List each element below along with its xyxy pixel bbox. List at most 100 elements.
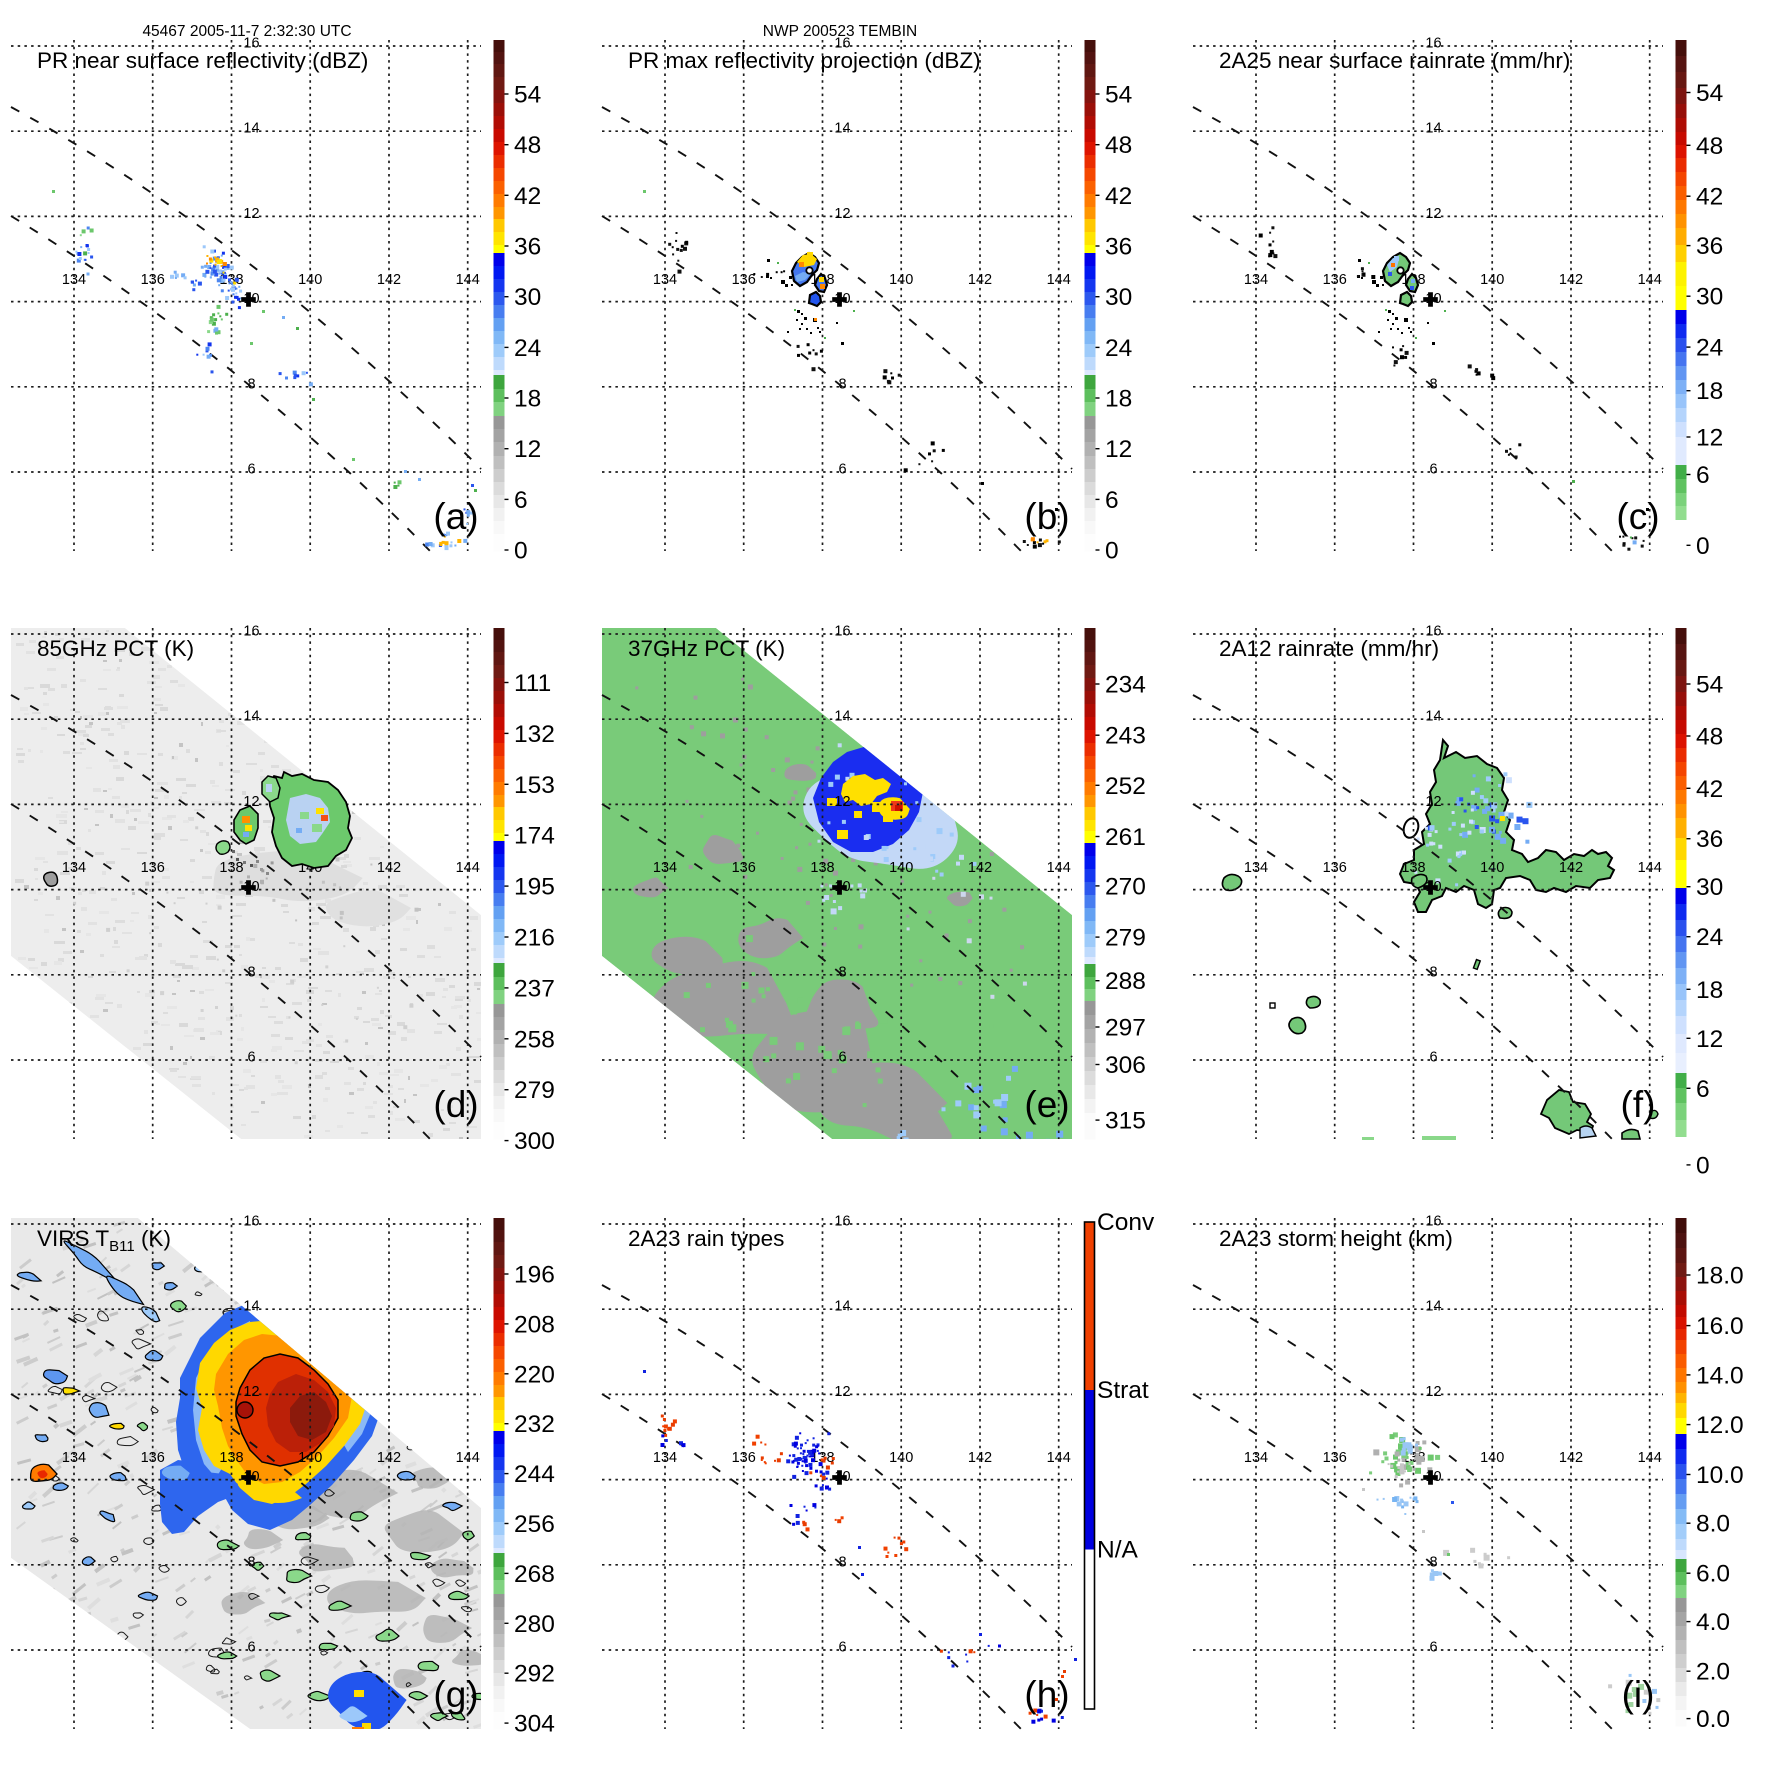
svg-text:(a): (a) [433,496,478,537]
svg-text:138: 138 [219,1450,243,1466]
svg-text:12: 12 [1105,436,1132,463]
svg-text:138: 138 [810,1450,834,1466]
svg-text:134: 134 [1244,860,1268,876]
svg-text:18.0: 18.0 [1696,1263,1744,1290]
svg-text:142: 142 [968,860,992,876]
svg-text:54: 54 [514,82,541,109]
svg-text:24: 24 [1696,924,1723,951]
svg-text:24: 24 [514,335,541,362]
svg-text:18: 18 [514,386,541,413]
svg-text:18: 18 [1105,386,1132,413]
svg-text:16: 16 [243,36,259,52]
svg-text:6: 6 [838,1640,846,1656]
svg-text:134: 134 [653,1450,677,1466]
svg-text:2A23 storm height (km): 2A23 storm height (km) [1219,1226,1453,1251]
svg-text:36: 36 [1696,826,1723,853]
svg-text:(g): (g) [433,1674,478,1715]
svg-text:6: 6 [838,462,846,478]
svg-text:132: 132 [514,721,555,748]
svg-text:140: 140 [1480,1450,1504,1466]
svg-text:8: 8 [247,1554,255,1570]
svg-text:6: 6 [247,462,255,478]
svg-text:220: 220 [514,1361,555,1388]
svg-text:14: 14 [1425,709,1441,725]
svg-text:279: 279 [514,1077,555,1104]
svg-text:45467 2005-11-7 2:32:30 UTC: 45467 2005-11-7 2:32:30 UTC [142,23,351,40]
svg-text:8: 8 [1429,1554,1437,1570]
svg-text:14: 14 [243,1299,259,1315]
svg-text:24: 24 [1105,335,1132,362]
svg-text:30: 30 [1105,284,1132,311]
svg-text:Strat: Strat [1097,1377,1149,1404]
svg-text:142: 142 [377,860,401,876]
svg-text:138: 138 [219,860,243,876]
svg-text:42: 42 [1696,184,1723,211]
svg-text:16: 16 [834,36,850,52]
svg-text:280: 280 [514,1611,555,1638]
svg-text:8: 8 [247,964,255,980]
svg-text:54: 54 [1696,80,1723,107]
svg-text:14.0: 14.0 [1696,1362,1744,1389]
svg-text:54: 54 [1105,82,1132,109]
svg-text:134: 134 [62,272,86,288]
svg-text:(f): (f) [1621,1084,1656,1125]
svg-text:237: 237 [514,975,555,1002]
svg-text:16: 16 [834,1214,850,1230]
svg-text:VIRS TB11 (K): VIRS TB11 (K) [37,1226,171,1255]
svg-text:0: 0 [1105,538,1119,565]
svg-text:8: 8 [1429,376,1437,392]
svg-text:144: 144 [1047,860,1071,876]
svg-text:256: 256 [514,1511,555,1538]
svg-text:NWP 200523 TEMBIN: NWP 200523 TEMBIN [763,23,918,40]
svg-text:(b): (b) [1024,496,1069,537]
svg-text:48: 48 [1105,132,1132,159]
svg-text:(i): (i) [1622,1674,1655,1715]
svg-text:PR near surface reflectivity (: PR near surface reflectivity (dBZ) [37,48,368,73]
svg-text:14: 14 [243,709,259,725]
svg-text:2A23 rain types: 2A23 rain types [628,1226,784,1251]
svg-text:288: 288 [1105,968,1146,995]
svg-text:12: 12 [834,1384,850,1400]
svg-text:153: 153 [514,772,555,799]
svg-text:6: 6 [1696,1076,1710,1103]
svg-text:14: 14 [243,121,259,137]
svg-text:142: 142 [1559,272,1583,288]
svg-text:140: 140 [298,272,322,288]
svg-text:14: 14 [834,709,850,725]
svg-text:304: 304 [514,1711,555,1738]
svg-text:24: 24 [1696,335,1723,362]
svg-text:142: 142 [968,1450,992,1466]
svg-text:268: 268 [514,1561,555,1588]
svg-text:134: 134 [62,1450,86,1466]
svg-text:111: 111 [514,670,551,697]
svg-text:12: 12 [514,436,541,463]
svg-text:30: 30 [1696,284,1723,311]
svg-text:48: 48 [1696,724,1723,751]
svg-text:144: 144 [1638,272,1662,288]
svg-text:140: 140 [1480,272,1504,288]
svg-text:142: 142 [968,272,992,288]
svg-text:136: 136 [732,1450,756,1466]
svg-text:8: 8 [838,376,846,392]
svg-text:138: 138 [810,860,834,876]
svg-text:0: 0 [1696,533,1710,560]
svg-text:136: 136 [1323,272,1347,288]
svg-text:PR max reflectivity projection: PR max reflectivity projection (dBZ) [628,48,981,73]
svg-text:16: 16 [243,624,259,640]
svg-text:48: 48 [1696,133,1723,160]
svg-text:12: 12 [1425,206,1441,222]
svg-text:297: 297 [1105,1015,1146,1042]
svg-text:6: 6 [1429,1050,1437,1066]
svg-text:54: 54 [1696,672,1723,699]
svg-text:144: 144 [1047,272,1071,288]
svg-text:6: 6 [1429,462,1437,478]
svg-text:30: 30 [514,284,541,311]
svg-text:134: 134 [653,272,677,288]
svg-text:(c): (c) [1616,496,1659,537]
svg-text:261: 261 [1105,824,1146,851]
svg-text:142: 142 [1559,1450,1583,1466]
svg-text:244: 244 [514,1461,555,1488]
svg-text:258: 258 [514,1026,555,1053]
svg-text:140: 140 [889,860,913,876]
svg-text:195: 195 [514,874,555,901]
